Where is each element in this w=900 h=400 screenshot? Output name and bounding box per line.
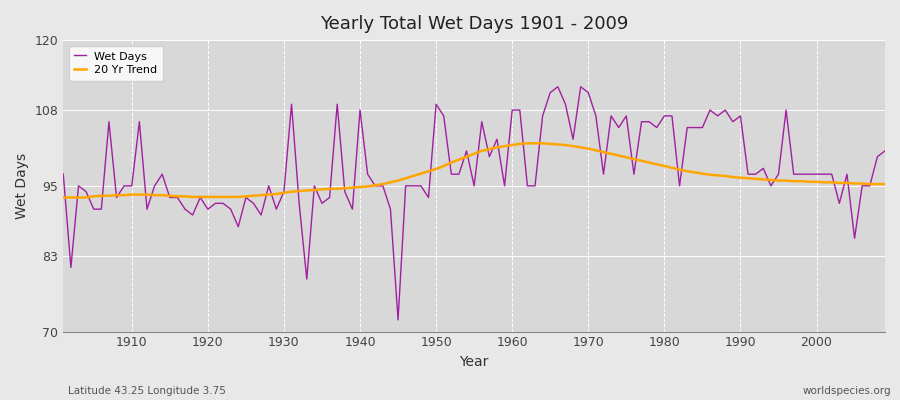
20 Yr Trend <box>507 143 517 148</box>
Line: Wet Days: Wet Days <box>63 87 885 320</box>
Line: 20 Yr Trend: 20 Yr Trend <box>63 143 885 198</box>
Legend: Wet Days, 20 Yr Trend: Wet Days, 20 Yr Trend <box>68 46 163 81</box>
Wet Days <box>553 84 563 89</box>
20 Yr Trend <box>500 144 510 149</box>
Wet Days <box>332 102 343 107</box>
X-axis label: Year: Year <box>460 355 489 369</box>
Wet Days <box>58 172 68 176</box>
20 Yr Trend <box>286 189 297 194</box>
20 Yr Trend <box>522 141 533 146</box>
Title: Yearly Total Wet Days 1901 - 2009: Yearly Total Wet Days 1901 - 2009 <box>320 15 628 33</box>
Wet Days <box>119 184 130 188</box>
Wet Days <box>507 108 517 112</box>
20 Yr Trend <box>58 195 68 200</box>
Text: worldspecies.org: worldspecies.org <box>803 386 891 396</box>
20 Yr Trend <box>606 151 616 156</box>
20 Yr Trend <box>879 182 890 186</box>
Wet Days <box>879 148 890 153</box>
20 Yr Trend <box>332 186 343 191</box>
Text: Latitude 43.25 Longitude 3.75: Latitude 43.25 Longitude 3.75 <box>68 386 225 396</box>
Wet Days <box>286 102 297 107</box>
Wet Days <box>613 125 624 130</box>
Wet Days <box>392 318 403 322</box>
Y-axis label: Wet Days: Wet Days <box>15 153 29 219</box>
20 Yr Trend <box>119 193 130 198</box>
Wet Days <box>515 108 526 112</box>
